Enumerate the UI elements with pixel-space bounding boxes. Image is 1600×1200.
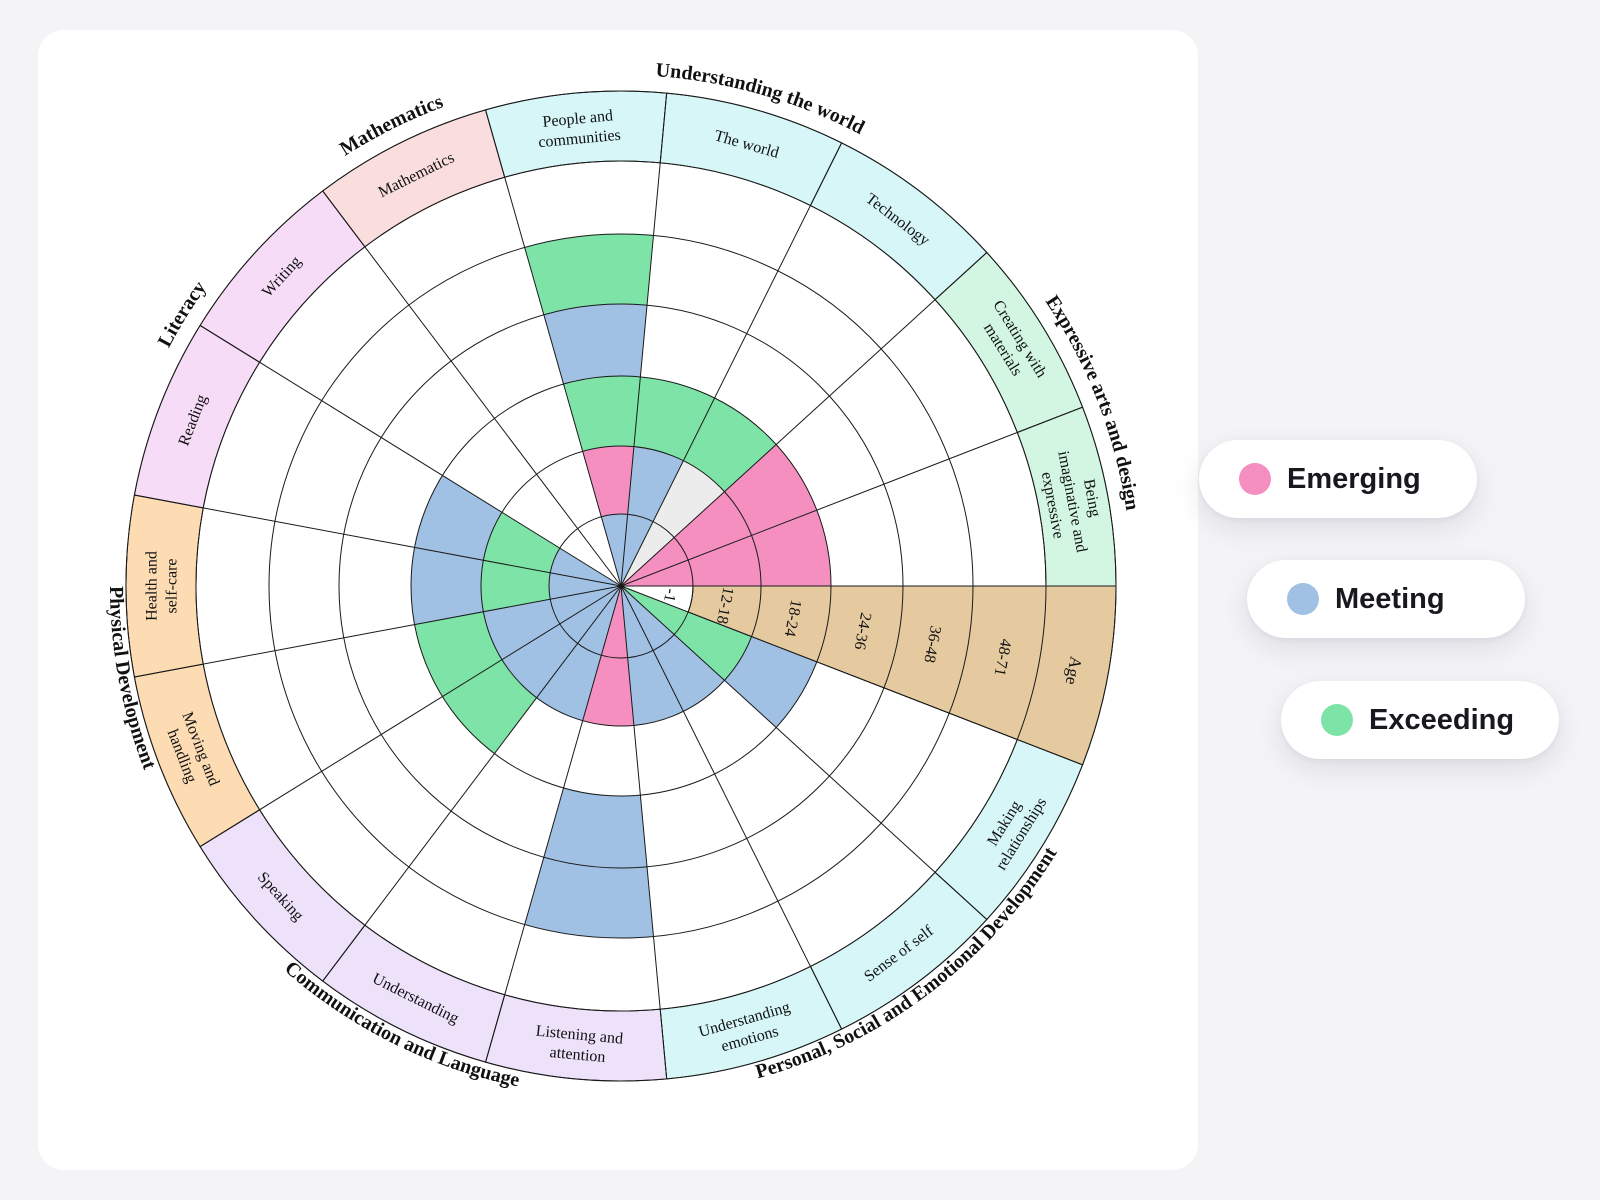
- sector-divider-14: [620, 93, 668, 587]
- band-reading-1: [550, 548, 621, 586]
- age-band-label: 12-18: [713, 585, 737, 625]
- band-understanding-2: [536, 643, 602, 721]
- band-speaking-3: [442, 659, 537, 754]
- band-listening-and-attention-2: [582, 655, 634, 727]
- aspect-label-health-and-self-care: Health and self-care: [144, 551, 181, 621]
- sector-divider-10: [134, 494, 622, 587]
- aspect-label-being-imaginative-and-expressive-line: Being: [1080, 478, 1104, 519]
- legend-item-exceeding[interactable]: Exceeding: [1281, 681, 1559, 759]
- band-understanding-1: [577, 586, 621, 656]
- band-people-and-communities-4: [543, 304, 648, 385]
- aspect-label-people-and-communities-line: People and: [542, 107, 614, 130]
- band-technology-unassessed: [653, 460, 725, 538]
- aspect-label-health-and-self-care-line: self-care: [164, 558, 181, 613]
- band-moving-and-handling-3: [414, 611, 502, 697]
- band-technology-3: [683, 398, 777, 492]
- band-speaking-1: [559, 586, 621, 644]
- band-being-imaginative-and-expressive-2: [688, 535, 761, 586]
- legend-label: Exceeding: [1369, 703, 1515, 736]
- band-listening-and-attention-4: [543, 787, 648, 868]
- band-creating-with-materials-1: [621, 537, 689, 586]
- band-people-and-communities-5: [524, 234, 654, 315]
- band-people-and-communities-3: [563, 376, 641, 452]
- band-reading-3: [414, 475, 502, 561]
- sector-divider-17: [620, 406, 1083, 587]
- band-understanding-emotions-2: [627, 650, 684, 726]
- age-band-label: 48-71: [991, 637, 1015, 677]
- band-moving-and-handling-1: [550, 586, 621, 624]
- band-being-imaginative-and-expressive-3: [751, 510, 831, 586]
- sector-divider-16: [620, 252, 988, 587]
- sector-divider-8: [199, 585, 622, 848]
- band-listening-and-attention-5: [524, 857, 654, 938]
- legend-label: Emerging: [1287, 462, 1421, 495]
- sector-divider-13: [485, 109, 622, 587]
- sector-divider-5: [620, 585, 668, 1079]
- age-column-label: Age: [1062, 655, 1086, 686]
- band-reading-2: [483, 512, 560, 573]
- sector-divider-11: [199, 324, 622, 587]
- band-people-and-communities-2: [582, 446, 634, 517]
- sector-divider-4: [620, 585, 843, 1030]
- sector-divider-3: [620, 585, 988, 920]
- band-health-and-self-care-2: [481, 560, 551, 612]
- band-listening-and-attention-1: [601, 586, 628, 658]
- chart-card: Makingrelationships Sense of self Understa…: [38, 30, 1198, 1170]
- band-health-and-self-care-3: [410, 547, 484, 625]
- band-technology-1: [621, 521, 675, 586]
- band-health-and-self-care-1: [549, 572, 621, 600]
- aspect-label-listening-and-attention-line: attention: [549, 1044, 606, 1066]
- band-the-world-3: [633, 376, 715, 461]
- band-sense-of-self-1: [621, 586, 675, 651]
- band-sense-of-self-2: [653, 634, 725, 712]
- age-band-label: 24-36: [851, 611, 875, 651]
- sector-divider-6: [485, 585, 622, 1063]
- sector-divider-15: [620, 142, 843, 587]
- sector-divider-7: [322, 585, 622, 982]
- band-making-relationships-1: [621, 586, 689, 635]
- legend-item-meeting[interactable]: Meeting: [1247, 560, 1525, 638]
- age-band-label: -1: [660, 587, 679, 603]
- legend-label: Meeting: [1335, 582, 1445, 615]
- sector-divider-9: [134, 585, 622, 678]
- band-moving-and-handling-2: [483, 599, 560, 660]
- legend-item-emerging[interactable]: Emerging: [1199, 440, 1477, 518]
- band-the-world-2: [627, 446, 684, 522]
- meeting-dot-icon: [1287, 583, 1319, 615]
- band-understanding-emotions-1: [621, 586, 654, 658]
- band-people-and-communities-1: [601, 514, 628, 586]
- sector-divider-12: [322, 190, 622, 587]
- aspect-label-health-and-self-care-line: Health and: [144, 551, 161, 621]
- age-band-label: 18-24: [781, 598, 805, 638]
- emerging-dot-icon: [1239, 463, 1271, 495]
- sector-divider-2: [620, 585, 1083, 766]
- band-the-world-1: [621, 514, 654, 586]
- band-speaking-2: [501, 623, 578, 698]
- exceeding-dot-icon: [1321, 704, 1353, 736]
- age-band-label: 36-48: [920, 624, 944, 664]
